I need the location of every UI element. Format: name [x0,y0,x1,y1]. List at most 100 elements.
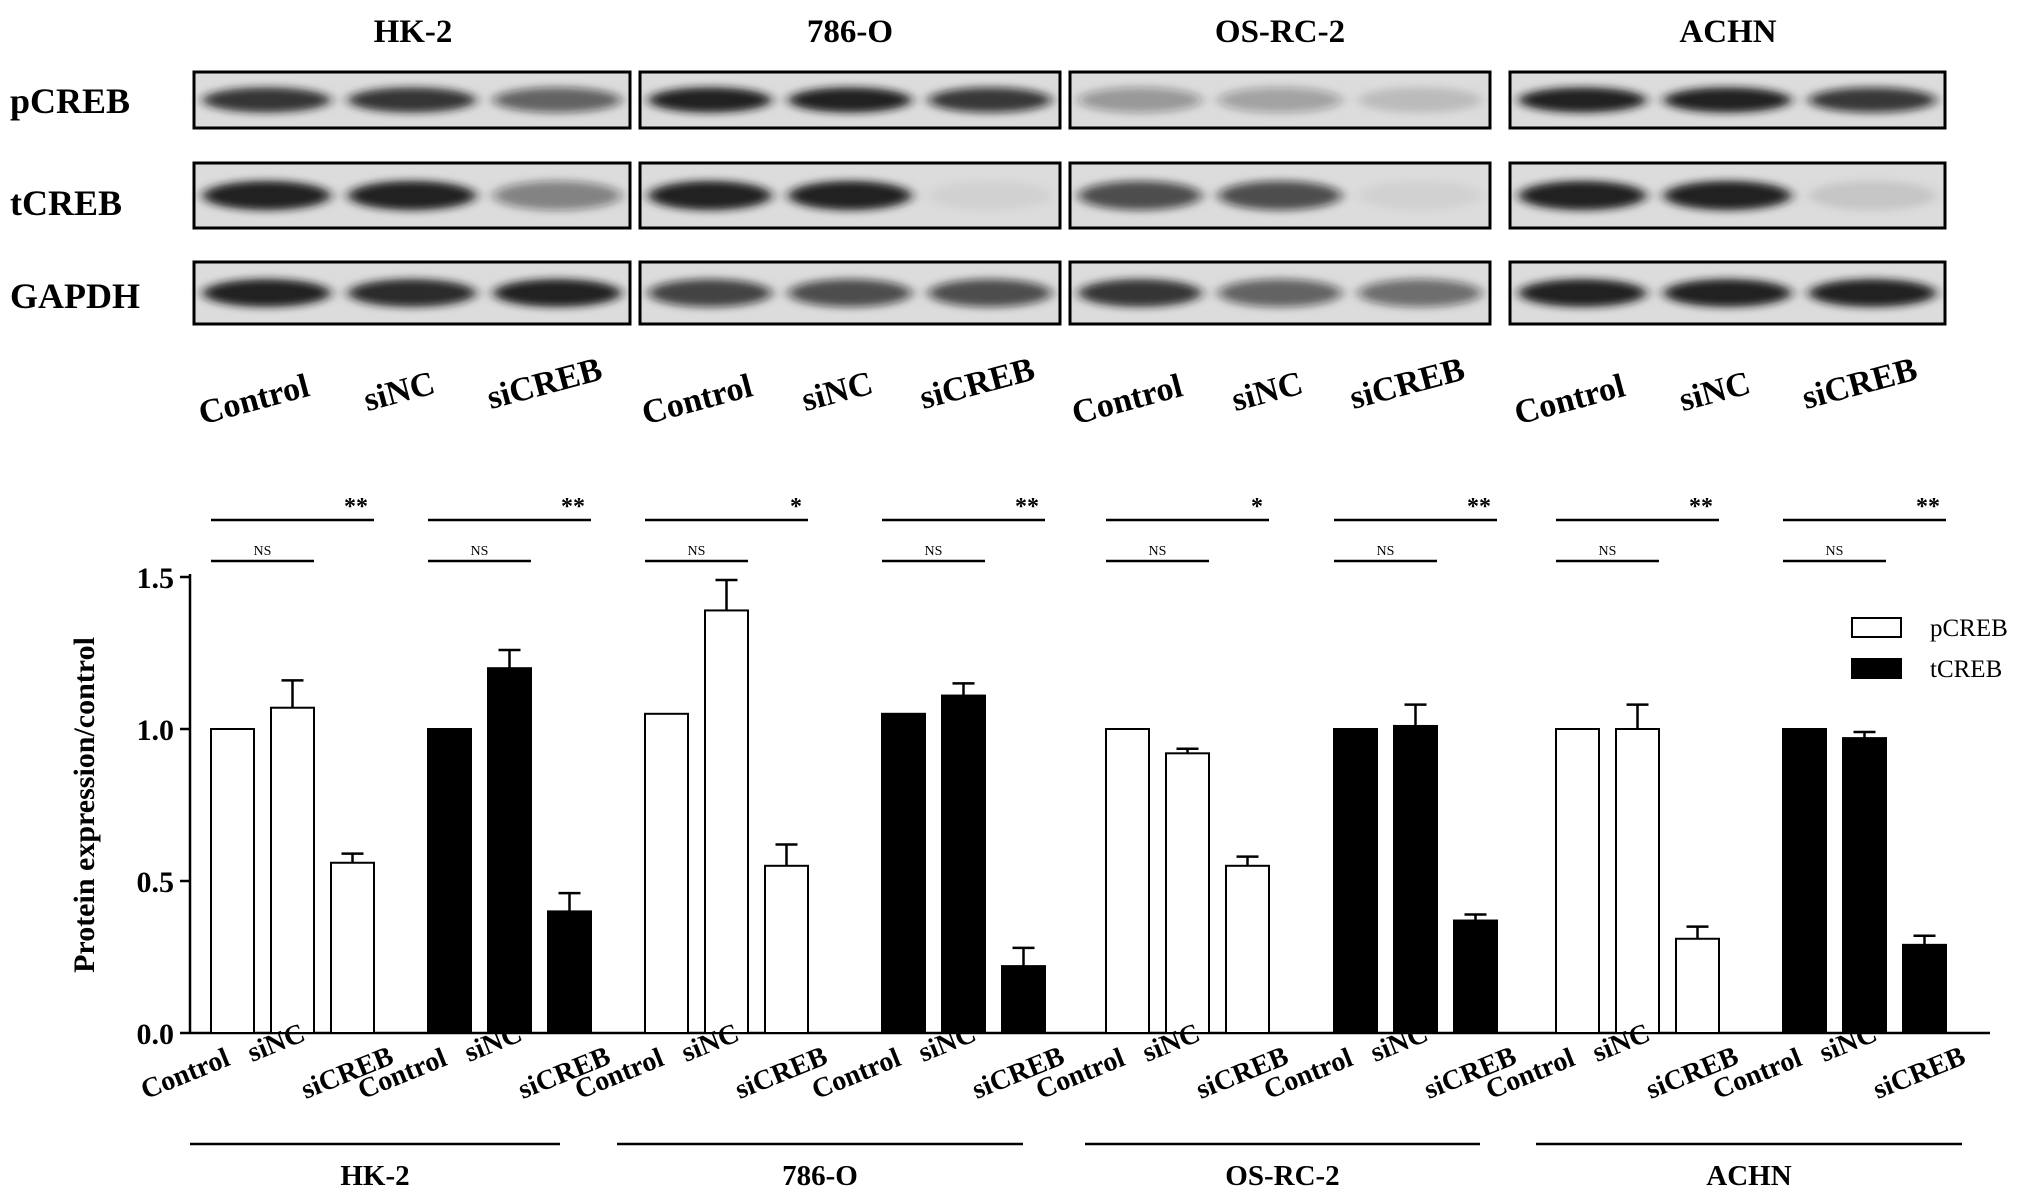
blot-panel-frame [1508,260,1947,326]
significance-marker-control-vs-sinc: NS [1377,544,1395,559]
blot-header-achn: ACHN [1679,14,1776,50]
cell-line-group-label-786-o: 786-O [782,1160,858,1192]
blot-band-gapdh-sicreb [928,279,1052,307]
blot-bands-group [1078,87,1482,113]
blot-band-pcreb-sinc [788,87,912,113]
significance-marker-control-vs-sicreb: * [790,494,802,520]
blot-panel-frame [1068,260,1492,326]
blot-bands-group [648,180,1052,211]
blot-band-gapdh-sicreb [1808,279,1937,307]
blot-band-tcreb-sinc [348,180,476,211]
x-tick-label-control: Control [136,1042,234,1106]
blot-band-gapdh-sinc [1218,279,1342,307]
blot-band-tcreb-control [1078,180,1202,211]
blot-panel-frame [1508,70,1947,130]
significance-marker-control-vs-sicreb: ** [1467,494,1491,520]
blot-band-pcreb-sicreb [493,87,622,113]
blot-band-tcreb-control [1518,180,1647,211]
bar-pcreb-control [644,712,689,1034]
significance-marker-control-vs-sicreb: ** [1916,494,1940,520]
significance-marker-control-vs-sinc: NS [1149,544,1167,559]
blot-band-tcreb-control [648,180,772,211]
blot-bands-group [1078,180,1482,211]
bar-tcreb-control [881,712,926,1034]
blot-band-tcreb-sicreb [928,180,1052,211]
bar-pcreb-sicreb [764,864,809,1034]
blot-band-pcreb-sinc [348,87,476,113]
blot-lane-label-sicreb: siCREB [1798,351,1921,417]
blot-band-pcreb-control [1078,87,1202,113]
bar-group-786-o-pcreb [644,578,809,1034]
blot-band-gapdh-sinc [788,279,912,307]
blot-band-tcreb-sinc [1663,180,1792,211]
bar-group-os-rc-2-tcreb [1333,703,1498,1035]
bar-group-achn-tcreb [1782,728,1947,1035]
significance-marker-control-vs-sicreb: ** [344,494,368,520]
y-tick-label: 1.5 [137,562,175,595]
y-tick-label: 1.0 [137,714,175,747]
blot-header-786-o: 786-O [807,14,893,50]
blot-band-pcreb-sinc [1218,87,1342,113]
blot-panel-frame [638,161,1062,230]
blot-band-tcreb-sinc [788,180,912,211]
bar-tcreb-sicreb [1001,965,1046,1034]
significance-marker-control-vs-sinc: NS [254,544,272,559]
blot-band-gapdh-sinc [1663,279,1792,307]
blot-bands-group [202,87,622,113]
significance-marker-control-vs-sinc: NS [688,544,706,559]
significance-marker-control-vs-sinc: NS [1826,544,1844,559]
bar-tcreb-sinc [1393,724,1438,1035]
blot-lane-label-control: Control [1068,367,1186,432]
blot-band-pcreb-sicreb [928,87,1052,113]
blot-band-gapdh-control [202,279,331,307]
significance-marker-control-vs-sicreb: * [1251,494,1263,520]
bar-group-achn-pcreb [1555,703,1720,1035]
blot-lane-label-sinc: siNC [798,365,877,419]
blot-panel-frame [192,260,632,326]
bar-group-hk-2-tcreb [427,648,592,1035]
bar-tcreb-control [427,728,472,1034]
blot-row-label-pcreb: pCREB [10,81,130,121]
blot-lane-label-sicreb: siCREB [1346,351,1469,417]
blot-band-gapdh-control [1078,279,1202,307]
bar-pcreb-sicreb [1675,937,1720,1035]
y-axis-label: Protein expression/control [68,637,101,973]
bar-pcreb-control [1555,728,1600,1034]
bar-tcreb-sicreb [1902,943,1947,1035]
blot-band-gapdh-sicreb [493,279,622,307]
bar-tcreb-sicreb [547,910,592,1035]
blot-band-pcreb-sicreb [1808,87,1937,113]
blot-panel-frame [638,260,1062,326]
blot-lane-label-sinc: siNC [1675,365,1754,419]
bar-pcreb-sinc [1165,752,1210,1034]
blot-band-gapdh-control [1518,279,1647,307]
bar-pcreb-sicreb [1225,864,1270,1034]
significance-marker-control-vs-sicreb: ** [1689,494,1713,520]
bar-group-hk-2-pcreb [210,679,375,1035]
blot-panel-frame [1508,161,1947,230]
blot-band-pcreb-control [202,87,331,113]
blot-band-tcreb-control [202,180,331,211]
bar-tcreb-sicreb [1453,919,1498,1035]
legend-label-pcreb: pCREB [1930,615,2008,642]
blot-lane-label-control: Control [1511,367,1629,432]
bar-pcreb-sinc [1615,728,1660,1034]
blot-bands-group [1518,279,1937,307]
cell-line-group-label-os-rc-2: OS-RC-2 [1225,1160,1339,1192]
significance-marker-control-vs-sinc: NS [1599,544,1617,559]
western-blot-panel: HK-2 786-O OS-RC-2 ACHN pCREB tCREB GAPDH Contr… [10,14,1947,432]
bar-tcreb-sinc [1842,737,1887,1034]
legend-swatch-pcreb [1851,617,1902,638]
blot-bands-group [202,279,622,307]
blot-band-pcreb-control [1518,87,1647,113]
blot-band-tcreb-sicreb [1808,180,1937,211]
blot-panel-frame [192,70,632,130]
blot-header-os-rc-2: OS-RC-2 [1215,14,1345,50]
blot-bands-group [1518,180,1937,211]
blot-row-label-gapdh: GAPDH [10,276,140,316]
significance-marker-control-vs-sinc: NS [471,544,489,559]
blot-row-label-tcreb: tCREB [10,183,122,223]
blot-lane-label-sicreb: siCREB [916,351,1039,417]
blot-band-tcreb-sinc [1218,180,1342,211]
